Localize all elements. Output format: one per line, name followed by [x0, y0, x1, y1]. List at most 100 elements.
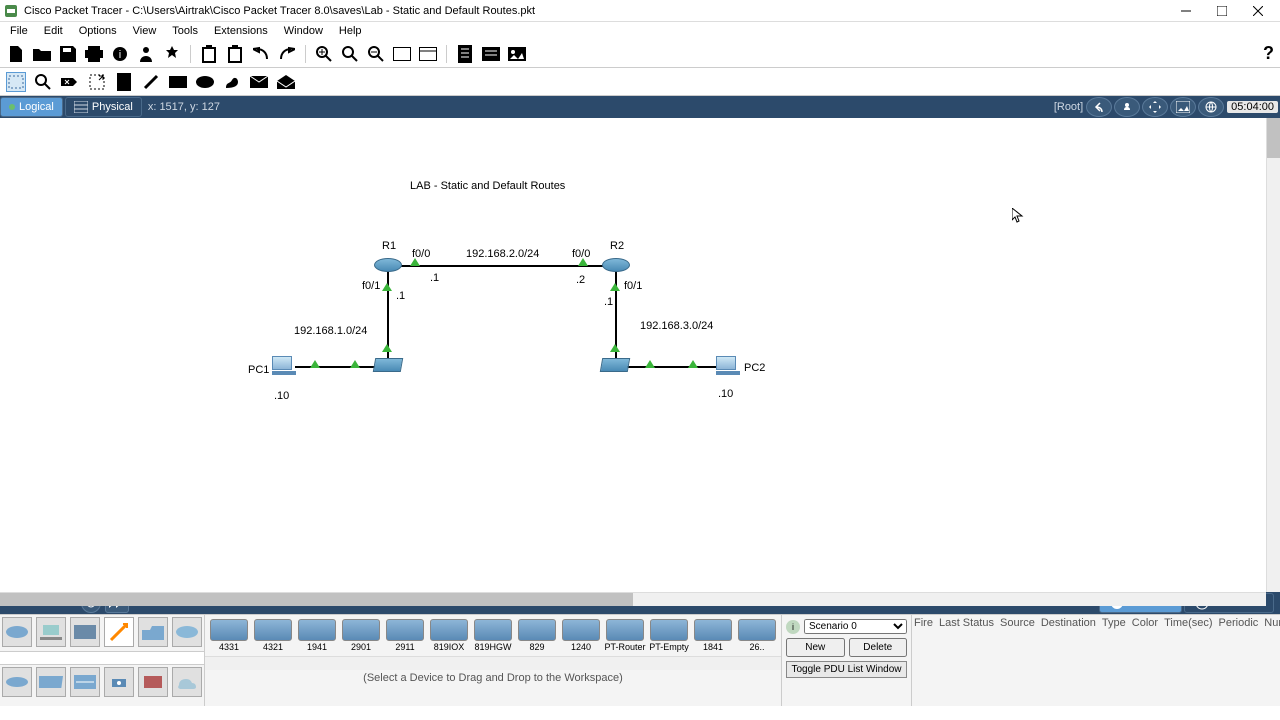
clipboard-icon[interactable]: [199, 44, 219, 64]
close-button[interactable]: [1240, 1, 1276, 21]
new-scenario-button[interactable]: New: [786, 638, 845, 657]
menu-window[interactable]: Window: [276, 25, 331, 37]
sub-wireless[interactable]: [104, 667, 134, 697]
device-r1[interactable]: [374, 258, 402, 272]
label-r1: R1: [382, 240, 396, 252]
device-item[interactable]: 26..: [737, 619, 777, 652]
line-tool-icon[interactable]: [141, 72, 161, 92]
sub-switches[interactable]: [36, 667, 66, 697]
logical-tab[interactable]: Logical: [0, 97, 63, 117]
menu-extensions[interactable]: Extensions: [206, 25, 276, 37]
toggle-pdu-list-button[interactable]: Toggle PDU List Window: [786, 661, 907, 678]
drawing-palette-icon[interactable]: [392, 44, 412, 64]
device-r2[interactable]: [602, 258, 630, 272]
device-pc1[interactable]: [272, 356, 296, 375]
delete-scenario-button[interactable]: Delete: [849, 638, 908, 657]
custom-devices-icon[interactable]: [418, 44, 438, 64]
device-pc2[interactable]: [716, 356, 740, 375]
bg-image-icon[interactable]: [1170, 97, 1196, 117]
paste-icon[interactable]: [162, 44, 182, 64]
horizontal-scrollbar[interactable]: [0, 592, 1266, 606]
move-icon[interactable]: [1142, 97, 1168, 117]
sub-security[interactable]: [138, 667, 168, 697]
list1-icon[interactable]: [455, 44, 475, 64]
simple-pdu-icon[interactable]: [249, 72, 269, 92]
new-file-icon[interactable]: [6, 44, 26, 64]
physical-tab[interactable]: Physical: [65, 97, 142, 117]
device-list-hint: (Select a Device to Drag and Drop to the…: [205, 670, 781, 686]
inspect-tool-icon[interactable]: [33, 72, 53, 92]
save-icon[interactable]: [58, 44, 78, 64]
complex-pdu-icon[interactable]: [276, 72, 296, 92]
cat-multiuser[interactable]: [172, 617, 202, 647]
workspace-canvas[interactable]: LAB - Static and Default Routes R1 R2 PC…: [0, 118, 1280, 592]
col-time[interactable]: Time(sec): [1164, 617, 1212, 629]
note-tool-icon[interactable]: [114, 72, 134, 92]
device-list-scrollbar[interactable]: [205, 656, 781, 670]
zoom-out-icon[interactable]: [366, 44, 386, 64]
device-item[interactable]: 1240: [561, 619, 601, 652]
col-color[interactable]: Color: [1132, 617, 1158, 629]
help-icon[interactable]: ?: [1263, 43, 1274, 64]
cat-misc[interactable]: [138, 617, 168, 647]
device-sw2[interactable]: [601, 358, 629, 372]
sub-routers[interactable]: [2, 667, 32, 697]
zoom-in-icon[interactable]: [314, 44, 334, 64]
back-nav-icon[interactable]: [1086, 97, 1112, 117]
col-source[interactable]: Source: [1000, 617, 1035, 629]
cat-network-devices[interactable]: [2, 617, 32, 647]
viewport-icon[interactable]: [1198, 97, 1224, 117]
redo-icon[interactable]: [277, 44, 297, 64]
device-item[interactable]: 4331: [209, 619, 249, 652]
menu-tools[interactable]: Tools: [164, 25, 206, 37]
col-fire[interactable]: Fire: [914, 617, 933, 629]
undo-icon[interactable]: [251, 44, 271, 64]
vertical-scrollbar[interactable]: [1266, 118, 1280, 592]
device-item[interactable]: 829: [517, 619, 557, 652]
image-icon[interactable]: [507, 44, 527, 64]
resize-tool-icon[interactable]: [87, 72, 107, 92]
col-destination[interactable]: Destination: [1041, 617, 1096, 629]
menu-help[interactable]: Help: [331, 25, 370, 37]
menu-options[interactable]: Options: [71, 25, 125, 37]
device-item[interactable]: 4321: [253, 619, 293, 652]
root-label[interactable]: [Root]: [1054, 101, 1083, 113]
cluster-icon[interactable]: [1114, 97, 1140, 117]
zoom-reset-icon[interactable]: [340, 44, 360, 64]
cat-connections[interactable]: [104, 617, 134, 647]
device-item[interactable]: 1941: [297, 619, 337, 652]
menu-file[interactable]: File: [2, 25, 36, 37]
sub-wan[interactable]: [172, 667, 202, 697]
scenario-select[interactable]: Scenario 0: [804, 619, 907, 634]
device-item[interactable]: PT-Router: [605, 619, 645, 652]
col-num[interactable]: Num: [1264, 617, 1280, 629]
print-icon[interactable]: [84, 44, 104, 64]
delete-tool-icon[interactable]: [60, 72, 80, 92]
menu-view[interactable]: View: [125, 25, 165, 37]
select-tool-icon[interactable]: [6, 72, 26, 92]
menu-edit[interactable]: Edit: [36, 25, 71, 37]
device-item[interactable]: 2901: [341, 619, 381, 652]
activity-wizard-icon[interactable]: i: [110, 44, 130, 64]
copy-icon[interactable]: [136, 44, 156, 64]
device-item[interactable]: PT-Empty: [649, 619, 689, 652]
device-item[interactable]: 2911: [385, 619, 425, 652]
ellipse-tool-icon[interactable]: [195, 72, 215, 92]
list2-icon[interactable]: [481, 44, 501, 64]
device-sw1[interactable]: [374, 358, 402, 372]
device-item[interactable]: 819IOX: [429, 619, 469, 652]
device-item[interactable]: 1841: [693, 619, 733, 652]
maximize-button[interactable]: [1204, 1, 1240, 21]
device-item[interactable]: 819HGW: [473, 619, 513, 652]
cat-components[interactable]: [70, 617, 100, 647]
rect-tool-icon[interactable]: [168, 72, 188, 92]
freeform-tool-icon[interactable]: [222, 72, 242, 92]
clipboard2-icon[interactable]: [225, 44, 245, 64]
col-periodic[interactable]: Periodic: [1219, 617, 1259, 629]
cat-end-devices[interactable]: [36, 617, 66, 647]
sub-hubs[interactable]: [70, 667, 100, 697]
minimize-button[interactable]: [1168, 1, 1204, 21]
col-type[interactable]: Type: [1102, 617, 1126, 629]
col-laststatus[interactable]: Last Status: [939, 617, 994, 629]
open-file-icon[interactable]: [32, 44, 52, 64]
